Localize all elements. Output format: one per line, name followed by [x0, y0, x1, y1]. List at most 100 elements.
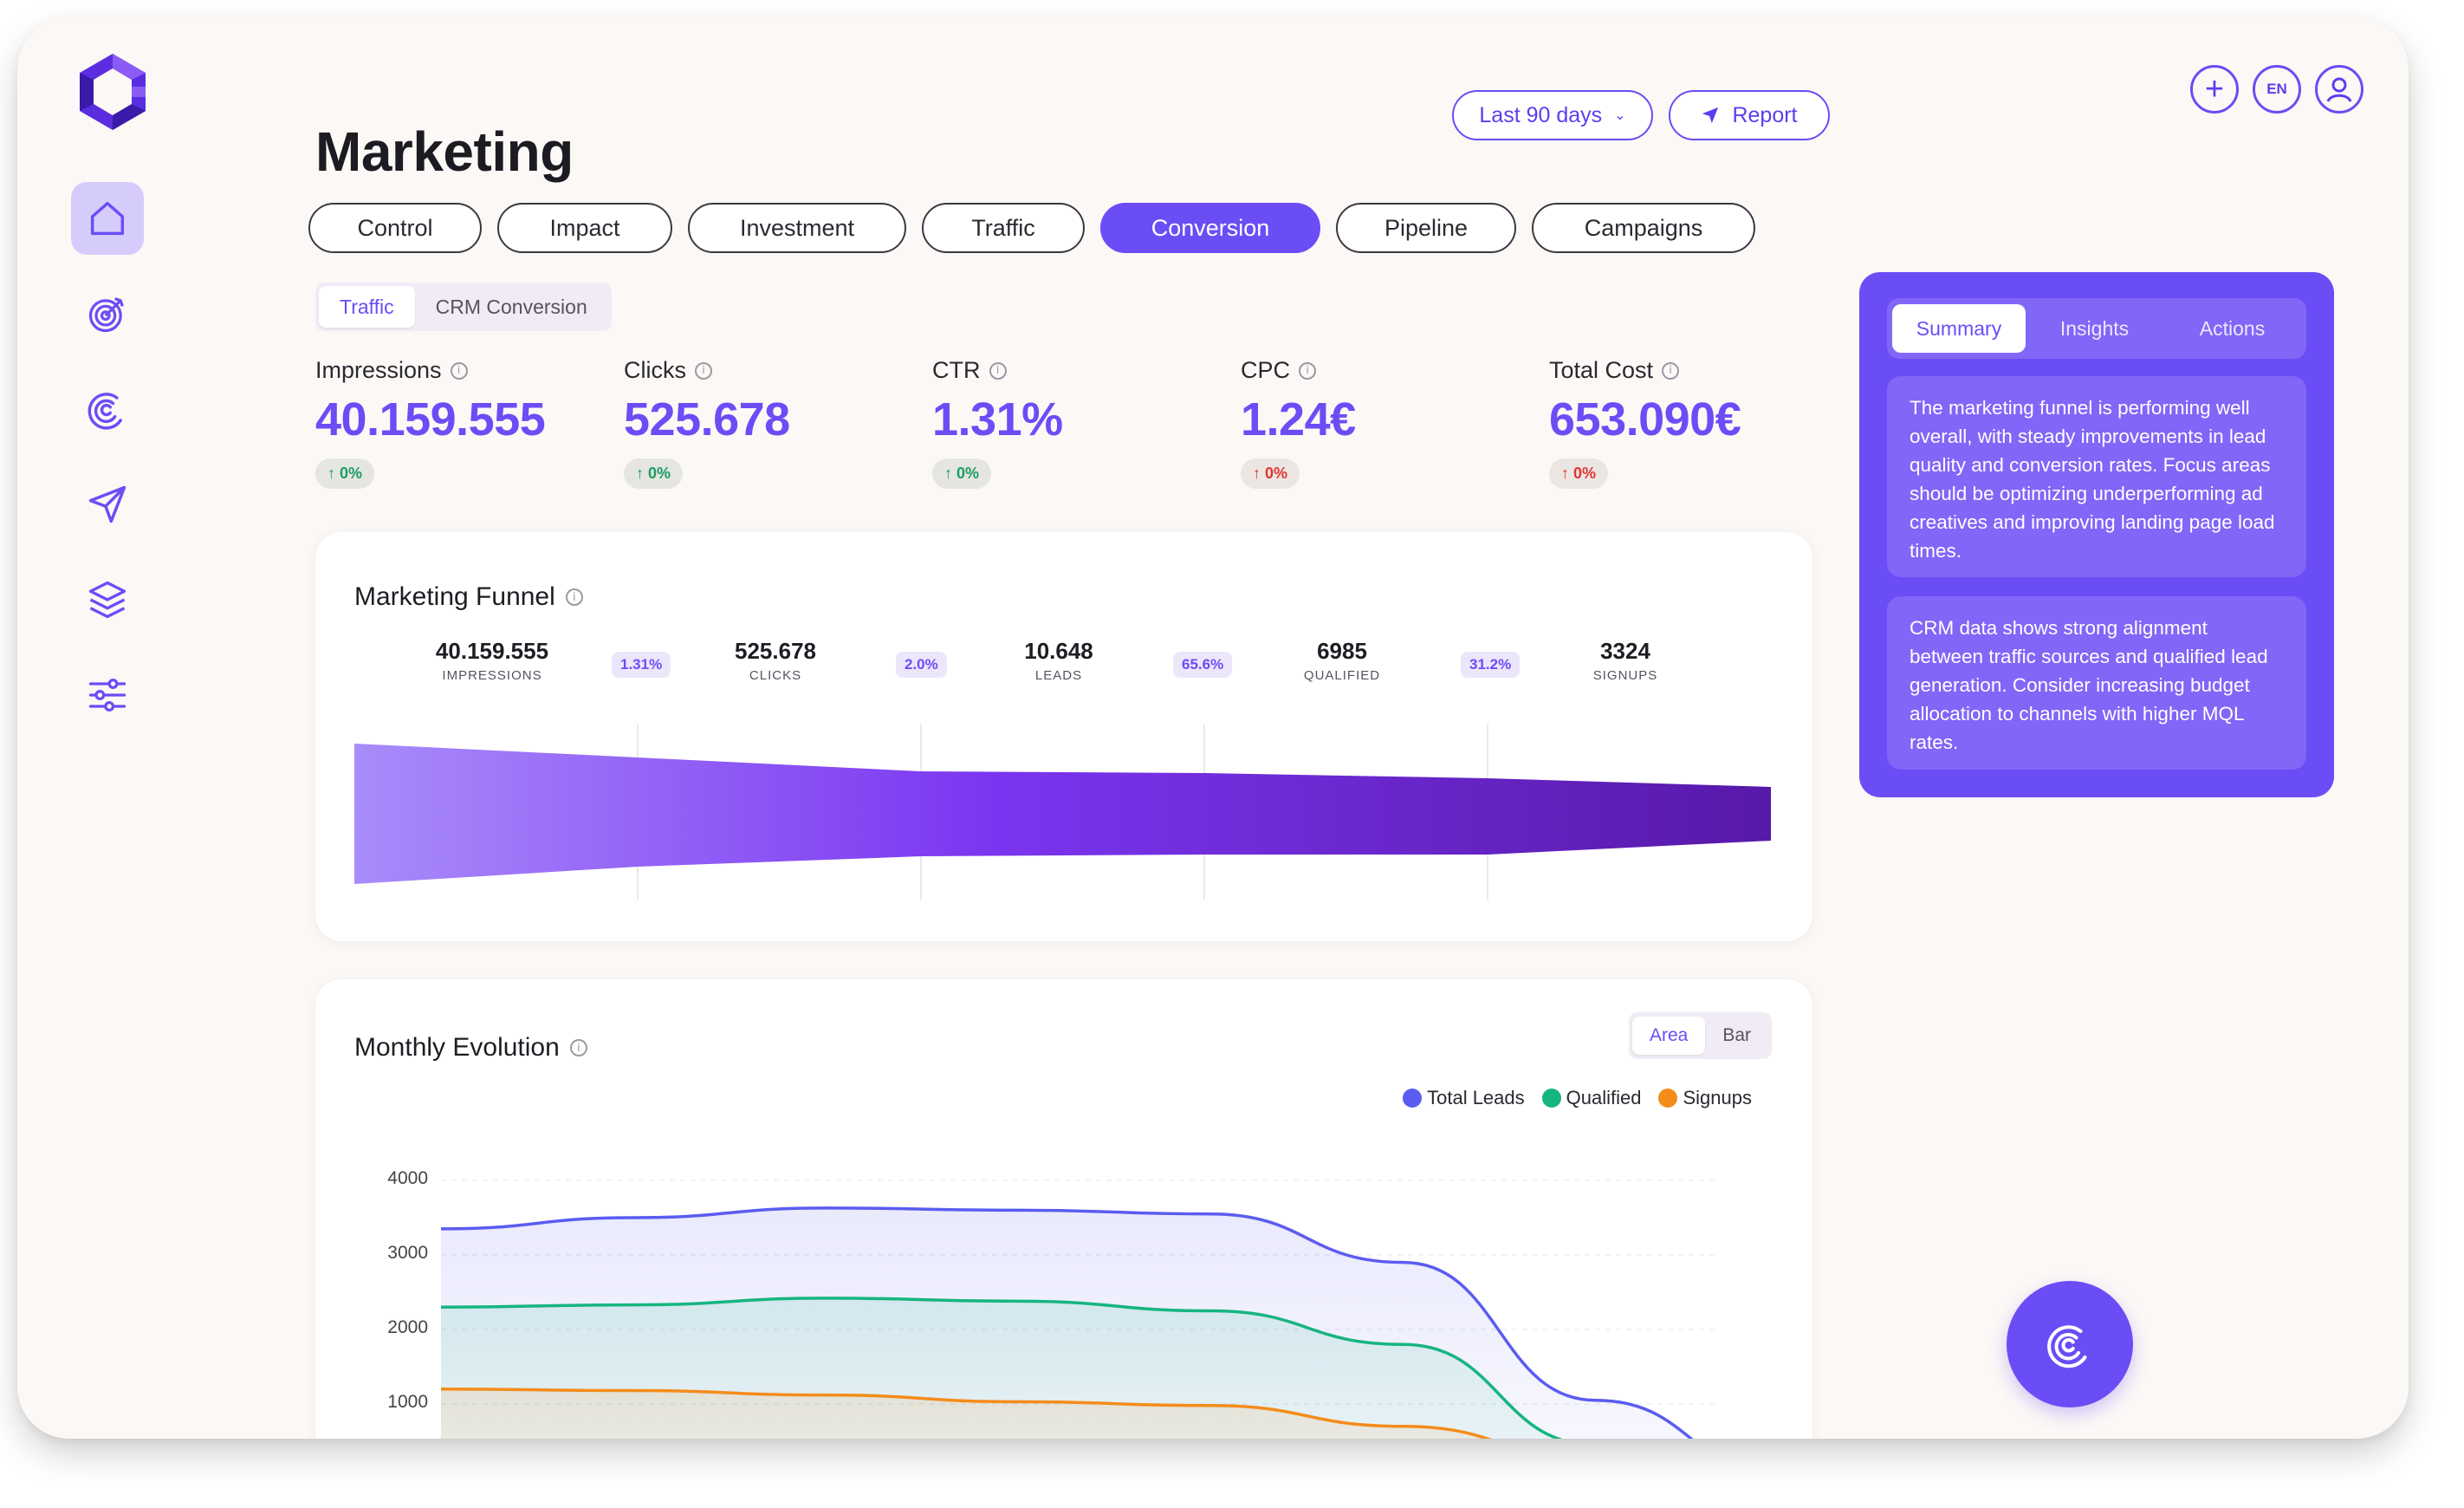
kpi-ctr: CTR i 1.31% ↑ 0% [932, 357, 1063, 489]
funnel-stage: 3324 SIGNUPS [1539, 638, 1712, 683]
subtab-switch: Traffic CRM Conversion [315, 283, 612, 331]
tab-summary[interactable]: Summary [1892, 304, 2026, 353]
stage-name: SIGNUPS [1592, 668, 1658, 683]
kpi-change-badge: ↑ 0% [1549, 458, 1609, 489]
legend-item[interactable]: Signups [1658, 1087, 1752, 1109]
insights-tabs: Summary Insights Actions [1887, 298, 2306, 359]
tab-control[interactable]: Control [308, 203, 482, 253]
tab-impact[interactable]: Impact [497, 203, 672, 253]
legend-label: Qualified [1566, 1087, 1642, 1108]
funnel-stage: 525.678 CLICKS [689, 638, 862, 683]
area-fill-signups [441, 1388, 1488, 1439]
card-title: Monthly Evolution [354, 1033, 560, 1062]
report-button[interactable]: Report [1669, 90, 1830, 140]
funnel-shape [354, 744, 1771, 884]
tab-pipeline[interactable]: Pipeline [1336, 203, 1516, 253]
stage-name: QUALIFIED [1303, 668, 1381, 683]
monthly-evolution-card: Monthly Evolution i Area Bar Total Leads… [315, 979, 1812, 1439]
legend-item[interactable]: Qualified [1541, 1087, 1642, 1109]
kpi-change-badge: ↑ 0% [315, 458, 375, 489]
report-label: Report [1732, 102, 1798, 127]
tab-investment[interactable]: Investment [688, 203, 906, 253]
kpi-change-badge: ↑ 0% [932, 458, 992, 489]
marketing-funnel-card: Marketing Funnel i 40.159.555 IMPRESSIONS… [315, 532, 1812, 941]
assistant-fab-button[interactable] [2007, 1281, 2133, 1407]
series-line-total-leads [440, 1206, 1694, 1439]
conversion-rate-badge: 65.6% [1173, 652, 1233, 678]
app-window: Marketing Last 90 days ⌄ Report + EN Con… [17, 17, 2409, 1439]
kpi-clicks: Clicks i 525.678 ↑ 0% [624, 357, 790, 489]
language-button[interactable]: EN [2253, 65, 2301, 114]
tab-campaigns[interactable]: Campaigns [1532, 203, 1755, 253]
legend-swatch [1658, 1089, 1678, 1108]
profile-button[interactable] [2315, 65, 2363, 114]
stage-name: CLICKS [749, 668, 802, 683]
funnel-stage: 10.648 LEADS [972, 638, 1145, 683]
series-line-signups [440, 1388, 1493, 1439]
info-icon[interactable]: i [1662, 361, 1680, 380]
y-tick-label: 3000 [387, 1243, 428, 1263]
stage-value: 6985 [1317, 638, 1367, 664]
legend-swatch [1403, 1089, 1423, 1108]
kpi-label: Impressions [315, 357, 442, 383]
y-tick-label: 4000 [387, 1168, 428, 1188]
subtab-crm-conversion[interactable]: CRM Conversion [435, 295, 587, 318]
chart-legend: Total Leads Qualified Signups [1403, 1087, 1752, 1109]
info-icon[interactable]: i [565, 588, 583, 606]
info-icon[interactable]: i [450, 361, 468, 380]
toggle-bar[interactable]: Bar [1722, 1025, 1752, 1045]
kpi-change-badge: ↑ 0% [624, 458, 684, 489]
kpi-label: CPC [1241, 357, 1291, 383]
add-button[interactable]: + [2190, 65, 2239, 114]
kpi-label: Total Cost [1549, 357, 1654, 383]
kpi-value: 1.24€ [1241, 393, 1356, 445]
funnel-graphic [354, 725, 1771, 900]
conversion-rate-badge: 31.2% [1461, 652, 1521, 678]
send-icon [1702, 107, 1719, 124]
info-icon[interactable]: i [1299, 361, 1317, 380]
legend-item[interactable]: Total Leads [1403, 1087, 1525, 1109]
toggle-area[interactable]: Area [1632, 1017, 1706, 1055]
conversion-rate-badge: 2.0% [896, 652, 947, 678]
info-icon[interactable]: i [989, 361, 1007, 380]
summary-paragraph: CRM data shows strong alignment between … [1887, 596, 2306, 770]
kpi-value: 40.159.555 [315, 393, 546, 445]
y-tick-label: 1000 [387, 1392, 428, 1412]
funnel-stage: 40.159.555 IMPRESSIONS [405, 638, 579, 683]
info-icon[interactable]: i [569, 1039, 587, 1056]
kpi-total-cost: Total Cost i 653.090€ ↑ 0% [1549, 357, 1741, 489]
info-icon[interactable]: i [695, 361, 712, 380]
legend-label: Signups [1683, 1087, 1752, 1108]
kpi-impressions: Impressions i 40.159.555 ↑ 0% [315, 357, 546, 489]
monthly-evolution-chart [440, 1180, 1719, 1439]
plus-icon: + [2204, 71, 2225, 107]
kpi-value: 525.678 [624, 393, 790, 445]
nav-settings-sliders-icon[interactable] [71, 659, 144, 731]
card-title: Marketing Funnel [354, 582, 555, 611]
stage-value: 40.159.555 [435, 638, 549, 664]
date-range-dropdown[interactable]: Last 90 days ⌄ [1452, 90, 1653, 140]
kpi-change-badge: ↑ 0% [1241, 458, 1300, 489]
kpi-cpc: CPC i 1.24€ ↑ 0% [1241, 357, 1356, 489]
section-tabs: Control Impact Investment Traffic Conver… [308, 203, 1755, 253]
nav-layers-icon[interactable] [71, 563, 144, 636]
nav-home-icon[interactable] [71, 182, 144, 255]
tab-insights[interactable]: Insights [2059, 316, 2130, 340]
chart-type-toggle: Area Bar [1629, 1012, 1773, 1059]
legend-swatch [1541, 1089, 1561, 1108]
insights-panel: Summary Insights Actions The marketing f… [1859, 272, 2334, 797]
subtab-traffic[interactable]: Traffic [319, 286, 415, 328]
page-title: Marketing [315, 120, 574, 183]
nav-spiral-icon[interactable] [71, 373, 144, 445]
tab-conversion[interactable]: Conversion [1100, 203, 1320, 253]
nav-send-icon[interactable] [71, 468, 144, 541]
chevron-down-icon: ⌄ [1614, 108, 1626, 123]
date-range-label: Last 90 days [1479, 102, 1603, 127]
stage-name: LEADS [1034, 668, 1083, 683]
nav-target-icon[interactable] [71, 277, 144, 350]
tab-traffic[interactable]: Traffic [922, 203, 1085, 253]
conversion-rate-badge: 1.31% [612, 652, 671, 678]
user-icon [2326, 77, 2352, 102]
tab-actions[interactable]: Actions [2199, 316, 2266, 340]
spiral-icon [2047, 1325, 2087, 1368]
